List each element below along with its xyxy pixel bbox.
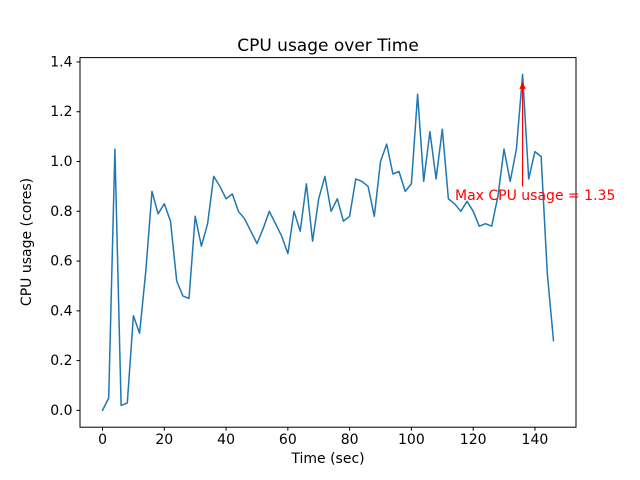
x-tick-label: 80 <box>341 432 359 448</box>
chart-title: CPU usage over Time <box>237 36 419 56</box>
x-tick-label: 20 <box>155 432 173 448</box>
max-cpu-annotation: Max CPU usage = 1.35 <box>455 188 616 204</box>
annotation-arrowhead-icon <box>519 81 526 89</box>
y-tick-label: 1.4 <box>50 54 72 70</box>
x-tick-label: 100 <box>398 432 425 448</box>
y-tick-label: 1.0 <box>50 154 72 170</box>
x-axis-label: Time (sec) <box>291 451 365 467</box>
y-tick-label: 0.4 <box>50 303 72 319</box>
y-tick-label: 0.8 <box>50 204 72 220</box>
cpu-usage-line <box>101 73 555 412</box>
x-tick-label: 60 <box>279 432 297 448</box>
y-axis-label: CPU usage (cores) <box>19 177 35 307</box>
y-tick-label: 0.2 <box>50 353 72 369</box>
x-tick-label: 40 <box>217 432 235 448</box>
y-tick-label: 1.2 <box>50 104 72 120</box>
x-tick-label: 140 <box>522 432 549 448</box>
axes-border <box>79 57 577 428</box>
y-tick-label: 0.0 <box>50 403 72 419</box>
x-tick-label: 120 <box>460 432 487 448</box>
x-tick-label: 0 <box>98 432 107 448</box>
y-tick-label: 0.6 <box>50 254 72 270</box>
